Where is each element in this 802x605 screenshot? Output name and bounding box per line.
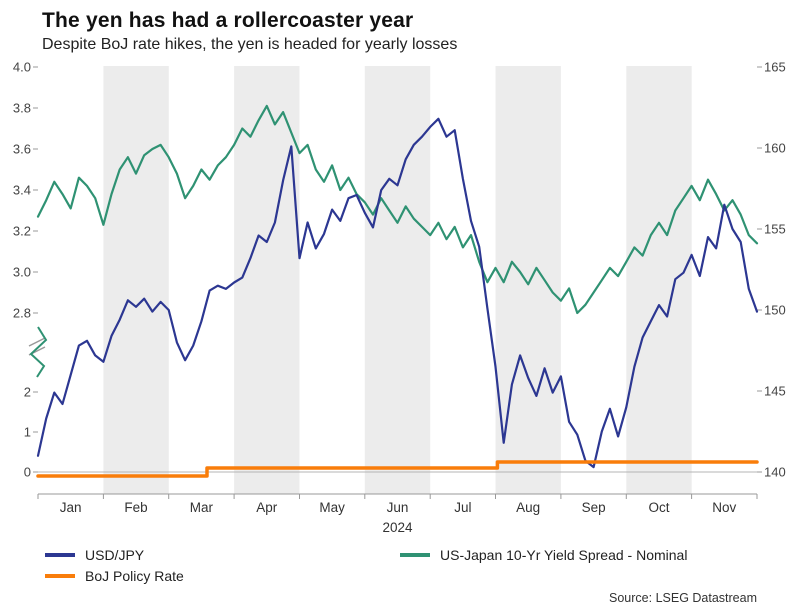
left-axis-tick-label: 3.2	[13, 224, 31, 239]
month-shaded-band	[234, 66, 300, 494]
legend: USD/JPY US-Japan 10-Yr Yield Spread - No…	[45, 547, 802, 584]
left-axis-tick-label: 3.0	[13, 265, 31, 280]
x-axis-year-label: 2024	[382, 520, 413, 535]
right-axis-tick-label: 140	[764, 465, 786, 480]
left-axis-tick-label: 3.4	[13, 183, 31, 198]
month-shaded-band	[103, 66, 169, 494]
series-break-marker	[29, 326, 48, 378]
month-shaded-band	[626, 66, 692, 494]
left-axis-tick-label: 2.8	[13, 306, 31, 321]
x-axis-month-label: Nov	[712, 500, 736, 515]
right-axis-tick-label: 150	[764, 303, 786, 318]
x-axis-month-label: Jun	[387, 500, 409, 515]
usdjpy-line-swatch	[45, 553, 75, 557]
x-axis-month-label: Sep	[582, 500, 606, 515]
x-axis-month-label: Apr	[256, 500, 278, 515]
x-axis-month-label: Feb	[124, 500, 147, 515]
x-axis-month-label: Jul	[454, 500, 471, 515]
left-axis-tick-label: 3.8	[13, 101, 31, 116]
left-axis-tick-label: 2	[24, 385, 31, 400]
legend-item-usdjpy: USD/JPY	[45, 547, 400, 563]
plot-area: Jan Feb Mar Apr May Jun Jul Aug Sep Oct Nov 2024 4.0…	[13, 60, 786, 536]
left-axis-tick-label: 4.0	[13, 60, 31, 75]
left-axis-tick-label: 0	[24, 465, 31, 480]
legend-label-spread: US-Japan 10-Yr Yield Spread - Nominal	[440, 547, 688, 563]
legend-label-usdjpy: USD/JPY	[85, 547, 145, 563]
right-axis-tick-label: 145	[764, 384, 786, 399]
axis-break-marker	[28, 337, 46, 347]
left-axis-tick-label: 3.6	[13, 142, 31, 157]
x-axis-month-label: Jan	[60, 500, 82, 515]
right-axis-tick-label: 160	[764, 141, 786, 156]
source-credit: Source: LSEG Datastream	[609, 591, 757, 605]
right-axis-tick-label: 155	[764, 222, 786, 237]
left-axis-tick-label: 1	[24, 425, 31, 440]
x-axis-month-label: May	[319, 500, 345, 515]
spread-line-swatch	[400, 553, 430, 557]
month-shaded-band	[364, 66, 431, 494]
series-line-usdjpy	[36, 117, 759, 469]
series-line-boj	[36, 460, 759, 478]
boj-line-swatch	[45, 574, 75, 578]
x-axis-month-label: Aug	[516, 500, 540, 515]
right-axis-tick-label: 165	[764, 60, 786, 75]
chart-title: The yen has had a rollercoaster year	[42, 9, 414, 32]
series-line-spread	[36, 104, 759, 315]
legend-item-spread: US-Japan 10-Yr Yield Spread - Nominal	[400, 547, 802, 563]
legend-label-boj: BoJ Policy Rate	[85, 568, 184, 584]
x-axis-month-label: Mar	[190, 500, 214, 515]
chart-subtitle: Despite BoJ rate hikes, the yen is heade…	[42, 36, 458, 53]
legend-item-boj: BoJ Policy Rate	[45, 568, 400, 584]
x-axis-month-label: Oct	[648, 500, 669, 515]
